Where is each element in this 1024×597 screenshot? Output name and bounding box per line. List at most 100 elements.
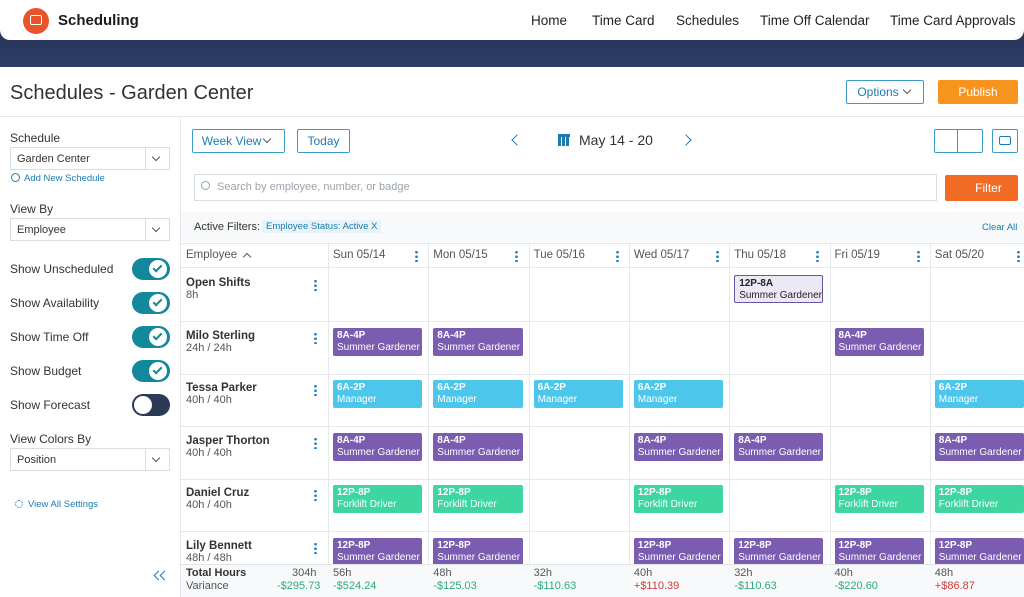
- shift-time: 8A-4P: [337, 435, 366, 446]
- shift-block[interactable]: 8A-4P Summer Gardener: [333, 433, 423, 461]
- shift-block[interactable]: 8A-4P Summer Gardener: [433, 328, 523, 356]
- field-label: View Colors By: [10, 432, 92, 446]
- undo-redo[interactable]: [934, 129, 983, 153]
- shift-role: Summer Gardener: [337, 552, 420, 563]
- shift-block[interactable]: 12P-8P Summer Gardener: [934, 538, 1024, 566]
- shift-block[interactable]: 6A-2P Manager: [934, 380, 1024, 408]
- logo-icon: [30, 15, 42, 25]
- column-menu[interactable]: [715, 250, 719, 262]
- select[interactable]: Position: [10, 448, 170, 471]
- column-menu[interactable]: [1016, 250, 1020, 262]
- shift-block[interactable]: 6A-2P Manager: [533, 380, 623, 408]
- row-menu[interactable]: [314, 489, 317, 501]
- shift-block[interactable]: 6A-2P Manager: [333, 380, 423, 408]
- filter-chip[interactable]: Employee Status: Active X: [262, 220, 382, 233]
- nav-link[interactable]: Time Card: [592, 13, 655, 28]
- day-header: Sun 05/14: [333, 249, 386, 261]
- row-menu[interactable]: [314, 384, 317, 396]
- shift-block[interactable]: 12P-8A Summer Gardener: [734, 275, 824, 303]
- shift-block[interactable]: 8A-4P Summer Gardener: [734, 433, 824, 461]
- day-header: Mon 05/15: [433, 249, 488, 261]
- clear-all-link[interactable]: Clear All: [982, 222, 1018, 233]
- publish-button[interactable]: Publish: [938, 80, 1018, 104]
- print-button[interactable]: [992, 129, 1018, 153]
- employee-name: Tessa Parker: [186, 382, 257, 394]
- row-menu[interactable]: [314, 279, 317, 291]
- row-menu[interactable]: [314, 542, 317, 554]
- shift-role: Summer Gardener: [938, 447, 1022, 458]
- today-button[interactable]: Today: [297, 129, 350, 153]
- shift-block[interactable]: 6A-2P Manager: [633, 380, 724, 408]
- row-menu[interactable]: [314, 437, 317, 449]
- toggle-knob: [149, 294, 167, 312]
- app-name: Scheduling: [58, 12, 139, 29]
- shift-time: 8A-4P: [637, 435, 667, 446]
- shift-block[interactable]: 12P-8P Summer Gardener: [433, 538, 523, 566]
- shift-time: 12P-8P: [738, 540, 772, 551]
- separator: [957, 129, 958, 153]
- week-view-button[interactable]: Week View: [192, 129, 285, 153]
- day-header: Fri 05/19: [834, 249, 880, 261]
- shift-block[interactable]: 8A-4P Summer Gardener: [333, 328, 423, 356]
- filter-button[interactable]: Filter: [945, 175, 1018, 201]
- row-menu[interactable]: [314, 332, 317, 344]
- toggle-knob: [149, 362, 167, 380]
- shift-block[interactable]: 12P-8P Summer Gardener: [333, 538, 423, 566]
- column-menu[interactable]: [415, 250, 418, 262]
- select[interactable]: Employee: [10, 218, 170, 241]
- shift-time: 12P-8P: [337, 540, 371, 551]
- shift-block[interactable]: 8A-4P Summer Gardener: [934, 433, 1024, 461]
- nav-link[interactable]: Schedules: [676, 13, 740, 28]
- shift-time: 12P-8P: [337, 487, 371, 498]
- day-header: Thu 05/18: [734, 249, 786, 261]
- shift-role: Forklift Driver: [437, 499, 497, 510]
- shift-block[interactable]: 8A-4P Summer Gardener: [433, 433, 523, 461]
- day-header: Tue 05/16: [533, 249, 585, 261]
- print-icon: [999, 136, 1011, 145]
- column-menu[interactable]: [515, 250, 519, 262]
- add-schedule-link[interactable]: Add New Schedule: [24, 173, 105, 184]
- nav-link[interactable]: Time Card Approvals: [890, 13, 1016, 28]
- day-header: Wed 05/17: [633, 249, 690, 261]
- add-icon: [11, 173, 20, 182]
- date-range: May 14 - 20: [579, 132, 653, 148]
- active-filters-label: Active Filters:: [194, 221, 261, 233]
- shift-time: 6A-2P: [537, 382, 566, 393]
- column-menu[interactable]: [816, 250, 820, 262]
- view-settings-link[interactable]: View All Settings: [28, 499, 99, 510]
- shift-time: 12P-8P: [838, 540, 872, 551]
- shift-block[interactable]: 8A-4P Summer Gardener: [633, 433, 724, 461]
- shift-block[interactable]: 12P-8P Forklift Driver: [834, 485, 924, 513]
- shift-block[interactable]: 12P-8P Forklift Driver: [633, 485, 724, 513]
- top-bar: [0, 0, 1024, 40]
- shift-block[interactable]: 12P-8P Summer Gardener: [633, 538, 724, 566]
- employee-hours: 40h / 40h: [186, 447, 232, 459]
- options-button[interactable]: Options: [846, 80, 924, 104]
- day-total-hours: 56h: [333, 567, 352, 579]
- shift-block[interactable]: 6A-2P Manager: [433, 380, 523, 408]
- shift-block[interactable]: 12P-8P Summer Gardener: [734, 538, 824, 566]
- search-icon: [201, 181, 210, 190]
- shift-block[interactable]: 12P-8P Forklift Driver: [333, 485, 423, 513]
- row-line: [181, 373, 1024, 375]
- column-menu[interactable]: [615, 250, 619, 262]
- toggle-knob: [134, 396, 152, 414]
- shift-block[interactable]: 12P-8P Forklift Driver: [433, 485, 523, 513]
- search-placeholder: Search by employee, number, or badge: [217, 181, 410, 193]
- nav-link[interactable]: Time Off Calendar: [760, 13, 870, 28]
- shift-role: Summer Gardener: [437, 447, 521, 458]
- day-header: Sat 05/20: [934, 249, 985, 261]
- shift-block[interactable]: 12P-8P Forklift Driver: [934, 485, 1024, 513]
- day-variance: +$110.39: [633, 580, 680, 592]
- column-menu[interactable]: [916, 250, 920, 262]
- shift-role: Summer Gardener: [437, 342, 521, 353]
- shift-block[interactable]: 8A-4P Summer Gardener: [834, 328, 924, 356]
- grid-header-row: [181, 243, 1024, 268]
- search-box[interactable]: [194, 174, 937, 201]
- calendar-icon[interactable]: [558, 134, 570, 146]
- shift-block[interactable]: 12P-8P Summer Gardener: [834, 538, 924, 566]
- nav-link[interactable]: Home: [531, 13, 568, 28]
- shift-time: 12P-8A: [739, 278, 774, 289]
- select[interactable]: Garden Center: [10, 147, 170, 170]
- row-line: [181, 478, 1024, 480]
